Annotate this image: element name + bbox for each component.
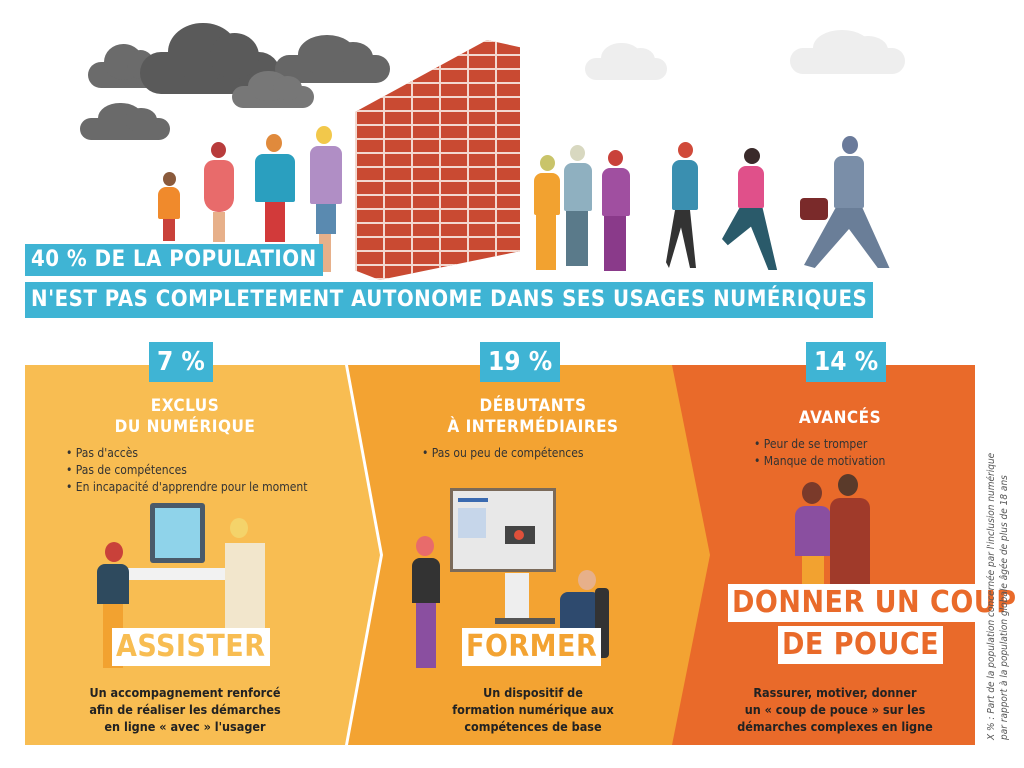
panel-title: DÉBUTANTS À INTERMÉDIAIRES bbox=[383, 396, 683, 438]
description-line: un « coup de pouce » sur les bbox=[744, 702, 926, 717]
description-line: afin de réaliser les démarches bbox=[89, 702, 281, 717]
assistance-desk-illustration bbox=[95, 498, 275, 668]
bullet-item: Pas ou peu de compétences bbox=[422, 445, 584, 462]
action-label-coup-de-pouce: DONNER UN COUP bbox=[728, 584, 1021, 622]
action-line: DONNER UN COUP bbox=[732, 585, 1017, 620]
footnote-line: X % : Part de la population concernée pa… bbox=[986, 452, 997, 740]
light-cloud bbox=[585, 42, 667, 80]
bullet-item: Pas d'accès bbox=[66, 445, 308, 462]
footnote: X % : Part de la population concernée pa… bbox=[985, 420, 1011, 740]
description-line: compétences de base bbox=[464, 719, 602, 734]
couple-illustration bbox=[792, 474, 882, 586]
action-label-former: FORMER bbox=[462, 628, 602, 666]
bullet-item: Pas de compétences bbox=[66, 462, 308, 479]
panel-title-line: À INTERMÉDIAIRES bbox=[447, 417, 619, 437]
dark-cloud bbox=[140, 22, 280, 94]
description-line: Un dispositif de bbox=[483, 685, 583, 700]
panel-title-line: DU NUMÉRIQUE bbox=[114, 417, 256, 437]
description-line: Un accompagnement renforcé bbox=[89, 685, 281, 700]
description-line: en ligne « avec » l'usager bbox=[104, 719, 266, 734]
panel-description: Rassurer, motiver, donner un « coup de p… bbox=[700, 684, 970, 735]
percent-badge: 19 % bbox=[480, 342, 561, 382]
bullet-list: Pas d'accès Pas de compétences En incapa… bbox=[66, 445, 308, 496]
bullet-item: En incapacité d'apprendre pour le moment bbox=[66, 479, 308, 496]
panel-title-line: EXCLUS bbox=[150, 396, 220, 416]
action-label-coup-de-pouce: DE POUCE bbox=[778, 626, 944, 664]
bullet-item: Manque de motivation bbox=[754, 453, 886, 470]
panel-title: EXCLUS DU NUMÉRIQUE bbox=[25, 396, 345, 438]
action-line: DE POUCE bbox=[782, 627, 940, 662]
percent-badge: 7 % bbox=[149, 342, 213, 382]
bullet-list: Peur de se tromper Manque de motivation bbox=[754, 436, 886, 470]
description-line: Rassurer, motiver, donner bbox=[753, 685, 917, 700]
action-label-assister: ASSISTER bbox=[112, 628, 270, 666]
panel-title-line: DÉBUTANTS bbox=[479, 396, 587, 416]
description-line: formation numérique aux bbox=[452, 702, 614, 717]
headline-line1: 40 % DE LA POPULATION bbox=[25, 244, 323, 276]
light-cloud bbox=[790, 29, 905, 74]
panel-title: AVANCÉS bbox=[710, 408, 970, 429]
bullet-list: Pas ou peu de compétences bbox=[422, 445, 584, 462]
percent-badge: 14 % bbox=[806, 342, 887, 382]
dark-cloud bbox=[232, 70, 314, 108]
headline-line2: N'EST PAS COMPLETEMENT AUTONOME DANS SES… bbox=[25, 282, 874, 318]
dark-cloud bbox=[275, 35, 390, 83]
bullet-item: Peur de se tromper bbox=[754, 436, 885, 453]
training-screen-illustration bbox=[410, 488, 630, 668]
panel-description: Un accompagnement renforcé afin de réali… bbox=[25, 684, 345, 735]
footnote-line: par rapport à la population globale âgée… bbox=[999, 475, 1010, 740]
panel-title-line: AVANCÉS bbox=[798, 408, 882, 428]
panel-description: Un dispositif de formation numérique aux… bbox=[383, 684, 683, 735]
description-line: démarches complexes en ligne bbox=[737, 719, 933, 734]
dark-cloud bbox=[80, 102, 170, 140]
